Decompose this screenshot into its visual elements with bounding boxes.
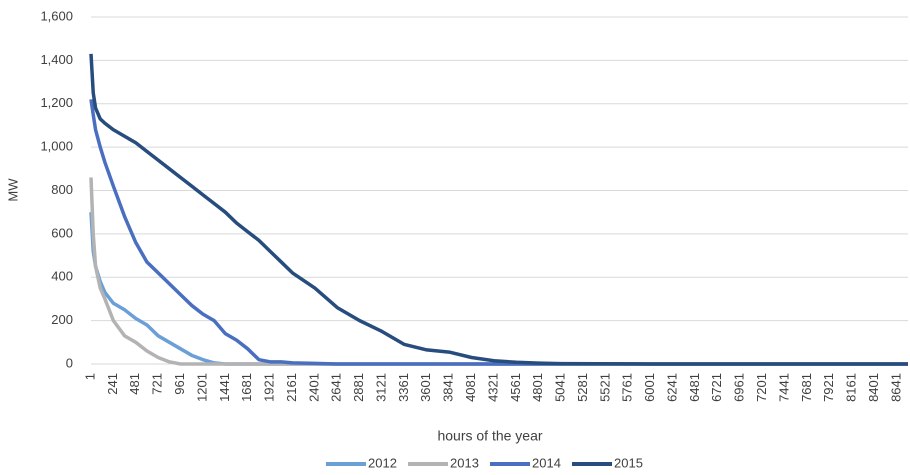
x-tick-label: 6481 xyxy=(687,373,702,402)
series-line xyxy=(89,177,908,366)
x-tick-label: 7201 xyxy=(754,373,769,402)
series-line xyxy=(89,53,908,366)
x-axis-title: hours of the year xyxy=(437,428,542,444)
x-tick-label: 8641 xyxy=(888,373,903,402)
series-line xyxy=(89,212,908,366)
x-tick-label: 721 xyxy=(150,373,165,395)
legend-label: 2014 xyxy=(532,455,561,470)
x-tick-label: 4321 xyxy=(485,373,500,402)
x-tick-label: 7681 xyxy=(799,373,814,402)
legend-label: 2013 xyxy=(450,455,479,470)
x-tick-label: 2641 xyxy=(329,373,344,402)
x-tick-label: 1441 xyxy=(217,373,232,402)
x-tick-label: 6961 xyxy=(732,373,747,402)
x-tick-label: 8161 xyxy=(844,373,859,402)
y-tick-label: 200 xyxy=(51,312,73,327)
x-tick-label: 6241 xyxy=(664,373,679,402)
x-tick-label: 2161 xyxy=(284,373,299,402)
x-tick-label: 7921 xyxy=(821,373,836,402)
y-tick-label: 1,400 xyxy=(40,52,73,67)
y-tick-label: 400 xyxy=(51,269,73,284)
x-tick-label: 1921 xyxy=(262,373,277,402)
x-tick-label: 2401 xyxy=(306,373,321,402)
x-tick-label: 4081 xyxy=(463,373,478,402)
x-tick-label: 6001 xyxy=(642,373,657,402)
legend-label: 2015 xyxy=(614,455,643,470)
x-tick-label: 3601 xyxy=(418,373,433,402)
x-tick-label: 8401 xyxy=(866,373,881,402)
y-tick-label: 800 xyxy=(51,182,73,197)
x-tick-label: 7441 xyxy=(776,373,791,402)
x-tick-label: 5521 xyxy=(597,373,612,402)
x-tick-label: 4801 xyxy=(530,373,545,402)
y-tick-label: 1,000 xyxy=(40,139,73,154)
y-tick-label: 600 xyxy=(51,225,73,240)
x-tick-label: 5041 xyxy=(553,373,568,402)
series-line xyxy=(89,99,908,366)
x-tick-label: 3841 xyxy=(441,373,456,402)
x-tick-label: 241 xyxy=(105,373,120,395)
x-tick-label: 1 xyxy=(82,373,97,380)
x-tick-label: 1201 xyxy=(194,373,209,402)
x-tick-label: 3361 xyxy=(396,373,411,402)
legend-label: 2012 xyxy=(368,455,397,470)
x-tick-label: 2881 xyxy=(351,373,366,402)
y-tick-label: 1,600 xyxy=(40,8,73,23)
x-tick-label: 4561 xyxy=(508,373,523,402)
x-tick-label: 3121 xyxy=(373,373,388,402)
x-tick-label: 6721 xyxy=(709,373,724,402)
y-tick-label: 1,200 xyxy=(40,95,73,110)
x-tick-label: 5761 xyxy=(620,373,635,402)
x-tick-label: 5281 xyxy=(575,373,590,402)
y-tick-label: 0 xyxy=(66,355,73,370)
x-tick-label: 481 xyxy=(127,373,142,395)
y-axis-title: MW xyxy=(5,178,20,202)
x-tick-label: 961 xyxy=(172,373,187,395)
x-tick-label: 1681 xyxy=(239,373,254,402)
